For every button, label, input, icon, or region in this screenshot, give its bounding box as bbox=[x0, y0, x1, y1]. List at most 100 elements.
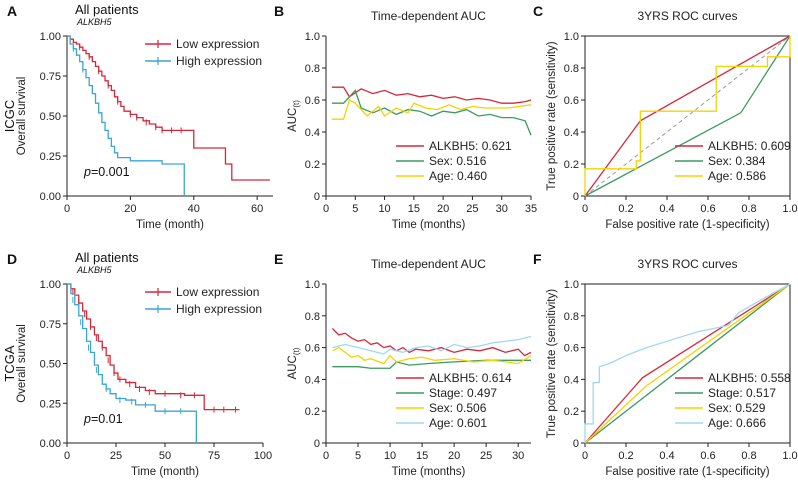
x-tick-label: 0.2 bbox=[618, 203, 633, 215]
y-tick-label: 0 bbox=[314, 191, 320, 203]
panel-letter: F bbox=[533, 251, 542, 267]
series-line bbox=[331, 99, 532, 120]
y-tick-label: 0.8 bbox=[564, 311, 579, 323]
x-tick-label: 25 bbox=[466, 203, 478, 215]
x-tick-label: 0 bbox=[323, 203, 329, 215]
y-tick-label: 0.2 bbox=[564, 406, 579, 418]
y-axis-label: Overall survival bbox=[16, 324, 28, 403]
panel-letter: D bbox=[7, 251, 17, 267]
series-line bbox=[332, 335, 532, 355]
x-tick-label: 0 bbox=[323, 450, 329, 462]
x-tick-label: 0.6 bbox=[700, 450, 715, 462]
x-tick-label: 30 bbox=[512, 450, 524, 462]
x-tick-label: 1.0 bbox=[782, 203, 797, 215]
panel-b: B Time-dependent AUC 0 0.2 0.4 0.6 0.8 1.0 0 5 10 1… bbox=[274, 3, 537, 231]
series-line bbox=[584, 283, 791, 444]
y-tick-label: 0.00 bbox=[40, 438, 61, 450]
y-tick-label: 0.4 bbox=[305, 127, 320, 139]
p-value: p=0.001 bbox=[83, 165, 130, 179]
x-axis-label: Time (months) bbox=[392, 219, 466, 231]
x-tick-label: 40 bbox=[188, 203, 200, 215]
y-tick-label: 0.6 bbox=[305, 343, 320, 355]
series-line bbox=[584, 283, 791, 444]
panel-letter: E bbox=[274, 251, 283, 267]
y-tick-label: 0.50 bbox=[40, 359, 61, 371]
panel-letter: C bbox=[533, 3, 543, 19]
y-axis-label: AUC(t) bbox=[287, 100, 301, 132]
series-line bbox=[67, 283, 240, 411]
x-tick-label: 50 bbox=[159, 450, 171, 462]
legend-label: Age: 0.666 bbox=[708, 416, 766, 430]
x-tick-label: 20 bbox=[448, 450, 460, 462]
y-tick-label: 0.50 bbox=[40, 111, 61, 123]
x-tick-label: 10 bbox=[384, 450, 396, 462]
gene-label: ALKBH5 bbox=[76, 17, 113, 27]
series-line bbox=[331, 89, 532, 136]
y-tick-label: 0.8 bbox=[564, 63, 579, 75]
legend-label: Age: 0.586 bbox=[708, 169, 766, 183]
x-tick-label: 0 bbox=[582, 450, 588, 462]
y-tick-label: 0.4 bbox=[564, 127, 579, 139]
panel-title: 3YRS ROC curves bbox=[637, 257, 737, 271]
y-tick-label: 0.2 bbox=[305, 159, 320, 171]
legend-label: Age: 0.460 bbox=[429, 169, 487, 183]
x-tick-label: 5 bbox=[355, 450, 361, 462]
cohort-label: TCGA bbox=[2, 345, 17, 381]
x-axis-label: Time (month) bbox=[131, 466, 199, 478]
y-tick-label: 0.2 bbox=[305, 406, 320, 418]
y-tick-label: 0.6 bbox=[564, 95, 579, 107]
x-axis-label: Time (month) bbox=[136, 219, 204, 231]
y-tick-label: 0.75 bbox=[40, 319, 61, 331]
x-tick-label: 60 bbox=[251, 203, 263, 215]
y-tick-label: 0.6 bbox=[305, 95, 320, 107]
legend-label: Sex: 0.506 bbox=[429, 401, 487, 415]
x-axis-label: False positive rate (1-specificity) bbox=[605, 219, 769, 231]
legend-label: ALKBH5: 0.614 bbox=[429, 371, 512, 385]
legend-label: Stage: 0.517 bbox=[708, 386, 776, 400]
panel-e: E Time-dependent AUC 0 0.2 0.4 0.6 0.8 1.0 0 5 10 1… bbox=[274, 251, 532, 478]
y-tick-label: 0.00 bbox=[40, 191, 61, 203]
x-tick-label: 100 bbox=[254, 450, 272, 462]
legend-label: Stage: 0.497 bbox=[429, 386, 497, 400]
x-tick-label: 20 bbox=[124, 203, 136, 215]
series-line bbox=[67, 35, 185, 196]
series-line bbox=[584, 36, 791, 196]
legend-label: Age: 0.601 bbox=[429, 416, 487, 430]
x-tick-label: 20 bbox=[437, 203, 449, 215]
y-tick-label: 1.0 bbox=[305, 31, 320, 43]
x-tick-label: 0.6 bbox=[700, 203, 715, 215]
cohort-label: ICGC bbox=[2, 100, 17, 133]
legend-label: High expression bbox=[176, 302, 262, 316]
panel-f: F 3YRS ROC curves 0 0.2 0.4 0.6 0.8 1.0 0 0.2 0.4 0… bbox=[533, 251, 798, 478]
y-axis-label: True positive rate (sensitivity) bbox=[546, 41, 558, 190]
series-line bbox=[332, 346, 532, 365]
y-axis-label: True positive rate (sensitivity) bbox=[546, 289, 558, 438]
y-tick-label: 0.75 bbox=[40, 71, 61, 83]
x-axis-label: False positive rate (1-specificity) bbox=[605, 466, 769, 478]
series-line bbox=[331, 328, 532, 357]
y-tick-label: 0.4 bbox=[305, 374, 320, 386]
panel-letter: A bbox=[7, 3, 17, 19]
x-tick-label: 0.2 bbox=[618, 450, 633, 462]
legend-label: ALKBH5: 0.621 bbox=[429, 139, 512, 153]
y-tick-label: 0.2 bbox=[564, 159, 579, 171]
legend-label: High expression bbox=[176, 54, 262, 68]
series-line bbox=[331, 86, 532, 104]
series-line bbox=[584, 283, 791, 444]
y-tick-label: 0.6 bbox=[564, 343, 579, 355]
x-axis-label: Time (months) bbox=[392, 466, 466, 478]
x-tick-label: 0 bbox=[64, 203, 70, 215]
series-line bbox=[584, 283, 791, 443]
x-tick-label: 0 bbox=[64, 450, 70, 462]
x-tick-label: 0.4 bbox=[659, 203, 674, 215]
y-tick-label: 0.25 bbox=[40, 398, 61, 410]
y-tick-label: 0 bbox=[314, 438, 320, 450]
y-tick-label: 1.0 bbox=[564, 31, 579, 43]
panel-header: All patients bbox=[75, 250, 139, 265]
y-tick-label: 0 bbox=[573, 438, 579, 450]
x-tick-label: 10 bbox=[378, 203, 390, 215]
x-tick-label: 75 bbox=[208, 450, 220, 462]
legend-label: ALKBH5: 0.558 bbox=[708, 371, 791, 385]
